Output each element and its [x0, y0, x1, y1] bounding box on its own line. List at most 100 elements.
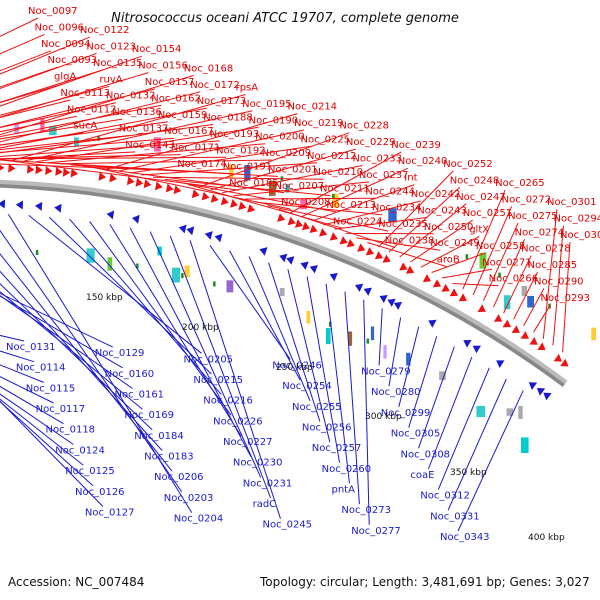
- forward-gene-label: Noc_0207: [275, 181, 325, 192]
- forward-gene-arrow: [143, 179, 152, 189]
- forward-leader-line: [323, 200, 421, 226]
- reverse-leader-line: [0, 229, 183, 493]
- forward-leader-line: [0, 140, 220, 158]
- reverse-gene-label: Noc_0226: [213, 416, 263, 427]
- forward-leader-line: [244, 197, 376, 200]
- cog-category-block: [226, 280, 234, 293]
- rna-gene-marker: [329, 321, 332, 327]
- reverse-leader-line: [0, 295, 123, 369]
- cog-category-block: [521, 286, 528, 296]
- forward-gene-label: Noc_0247: [456, 192, 506, 203]
- coordinate-tick-label: 150 kbp: [86, 293, 123, 303]
- coordinate-ticks: 150 kbp 200 kbp 250 kbp 300 kbp 350 kbp 400 k…: [86, 293, 565, 543]
- coordinate-tick-label: 250 kbp: [276, 363, 313, 373]
- reverse-leader-line: [408, 336, 438, 428]
- reverse-gene-label: Noc_0216: [203, 396, 253, 407]
- forward-gene-arrow: [173, 185, 182, 194]
- reverse-gene-label: Noc_0205: [184, 354, 234, 365]
- reverse-leader-line: [0, 393, 74, 445]
- forward-gene-label: Noc_0093: [48, 55, 98, 66]
- map-title: Nitrosococcus oceani ATCC 19707, complet…: [111, 11, 459, 26]
- forward-gene-label: Noc_0174: [177, 159, 227, 170]
- reverse-gene-arrow: [393, 301, 403, 310]
- reverse-gene-arrow: [132, 214, 140, 224]
- forward-leader-line: [410, 219, 473, 263]
- forward-gene-arrow: [210, 194, 219, 203]
- forward-gene-label: Noc_0113: [60, 88, 110, 99]
- forward-gene-label: Noc_0172: [190, 80, 240, 91]
- rna-gene-marker: [35, 250, 39, 255]
- forward-gene-label: Noc_0191: [223, 162, 273, 173]
- forward-gene-arrow: [35, 165, 43, 175]
- cog-category-block: [506, 408, 514, 416]
- forward-gene-arrow: [365, 247, 374, 256]
- cog-category-block: [184, 265, 190, 278]
- accession-text: Accession: NC_007484: [8, 575, 144, 589]
- forward-gene-label: Noc_0275: [508, 211, 558, 222]
- forward-leader-line: [0, 107, 207, 149]
- rna-gene-marker: [332, 193, 335, 199]
- reverse-leader-line: [69, 218, 222, 395]
- forward-gene-label: Noc_0168: [184, 63, 234, 74]
- forward-gene-label: Noc_0123: [86, 42, 136, 53]
- reverse-gene-arrow: [329, 272, 338, 282]
- reverse-leader-line: [129, 227, 252, 457]
- reverse-gene-label: Noc_0114: [16, 363, 66, 374]
- forward-gene-label: Noc_0167: [164, 126, 214, 137]
- forward-gene-arrow: [502, 319, 511, 328]
- forward-gene-arrow: [220, 196, 229, 206]
- forward-leader-line: [482, 222, 519, 302]
- forward-gene-label: Noc_0143: [125, 140, 175, 151]
- reverse-gene-arrow: [204, 231, 213, 240]
- forward-gene-label: Noc_0293: [541, 293, 591, 304]
- forward-gene-label: Noc_0251: [463, 208, 513, 219]
- reverse-gene-arrow: [463, 339, 472, 348]
- cog-category-block: [479, 252, 487, 269]
- cog-category-block: [279, 288, 285, 297]
- forward-gene-label: rpsA: [236, 83, 259, 94]
- forward-leader-line: [0, 69, 104, 103]
- forward-gene-label: Noc_0228: [339, 121, 389, 132]
- forward-gene-arrow: [458, 293, 467, 302]
- reverse-gene-label: coaE: [410, 470, 434, 481]
- cog-category-block: [306, 311, 311, 324]
- reverse-leader-line: [89, 221, 232, 416]
- reverse-gene-label: Noc_0305: [391, 429, 441, 440]
- reverse-gene-arrow: [35, 201, 43, 211]
- forward-leader-line: [472, 206, 513, 296]
- forward-gene-arrow: [309, 224, 318, 233]
- forward-gene-label: Noc_0285: [528, 260, 578, 271]
- forward-gene-label: Int: [404, 173, 417, 184]
- forward-gene-arrow: [529, 337, 538, 345]
- forward-gene-arrow: [493, 314, 503, 322]
- forward-gene-arrow: [62, 167, 71, 177]
- forward-gene-arrow: [441, 283, 450, 292]
- forward-gene-label: Noc_0290: [534, 276, 584, 287]
- reverse-gene-label: Noc_0160: [105, 369, 155, 380]
- forward-leader-line: [552, 225, 564, 346]
- forward-gene-label: glgA: [54, 72, 76, 83]
- reverse-leader-line: [268, 262, 321, 422]
- forward-gene-label: Noc_0171: [171, 143, 221, 154]
- forward-gene-label: Noc_0258: [476, 241, 526, 252]
- rna-gene-marker: [366, 338, 370, 344]
- forward-leader-line: [301, 167, 409, 218]
- forward-gene-label: Noc_0212: [307, 151, 357, 162]
- reverse-leader-line: [0, 292, 114, 348]
- forward-gene-arrow: [537, 342, 546, 351]
- forward-gene-arrow: [357, 243, 366, 252]
- forward-leader-line: [59, 159, 272, 165]
- forward-gene-label: Noc_0195: [242, 99, 292, 110]
- forward-gene-label: Noc_0097: [28, 6, 78, 17]
- reverse-gene-label: Noc_0255: [292, 402, 342, 413]
- forward-leader-line: [452, 283, 499, 287]
- forward-gene-label: Noc_0250: [424, 222, 474, 233]
- forward-gene-arrow: [191, 189, 200, 199]
- reverse-gene-label: Noc_0215: [193, 375, 243, 386]
- forward-gene-label: Noc_0234: [372, 203, 422, 214]
- reverse-leader-line: [109, 224, 242, 437]
- cog-category-block: [325, 328, 331, 345]
- forward-leader-line: [334, 216, 428, 230]
- forward-gene-arrow: [154, 181, 163, 191]
